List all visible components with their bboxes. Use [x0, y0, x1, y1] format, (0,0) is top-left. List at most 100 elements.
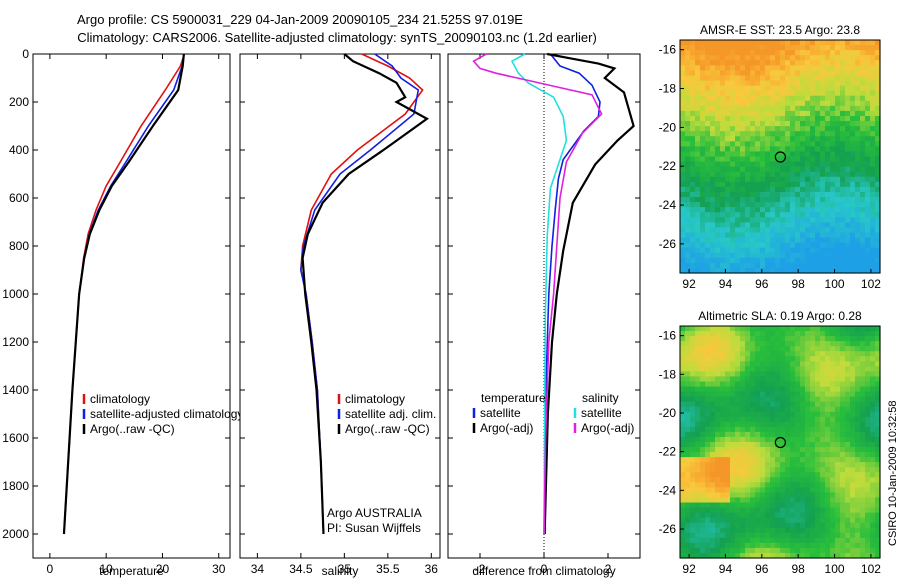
map-cell	[795, 222, 801, 229]
map-cell	[700, 262, 706, 269]
map-cell	[745, 75, 751, 82]
map-cell	[870, 452, 876, 458]
map-cell	[855, 426, 861, 433]
map-cell	[845, 356, 851, 362]
map-cell	[785, 70, 791, 77]
map-cell	[760, 181, 766, 188]
map-cell	[805, 492, 811, 499]
map-cell	[685, 105, 691, 112]
map-cell	[755, 85, 761, 92]
map-cell	[715, 512, 721, 519]
map-cell	[875, 60, 881, 66]
map-cell	[680, 80, 686, 87]
map-cell	[790, 472, 796, 478]
map-cell	[845, 45, 851, 51]
map-cell	[765, 336, 771, 342]
map-cell	[695, 381, 701, 388]
map-cell	[695, 552, 701, 559]
map-cell	[875, 457, 881, 463]
map-cell	[790, 517, 796, 524]
map-cell	[795, 331, 801, 337]
map-cell	[695, 45, 701, 51]
map-cell	[860, 191, 866, 198]
map-cell	[795, 257, 801, 264]
map-cell	[790, 512, 796, 519]
map-cell	[835, 197, 841, 203]
map-cell	[695, 452, 701, 458]
map-cell	[840, 426, 846, 433]
map-cell	[695, 202, 701, 208]
map-cell	[735, 242, 741, 249]
map-cell	[795, 191, 801, 198]
map-cell	[800, 75, 806, 82]
map-cell	[735, 141, 741, 147]
map-cell	[830, 361, 836, 367]
map-cell	[815, 416, 821, 423]
map-cell	[830, 452, 836, 458]
map-cell	[745, 151, 751, 158]
map-cell	[810, 166, 816, 173]
map-cell	[825, 336, 831, 342]
map-cell	[835, 151, 841, 158]
map-cell	[865, 171, 871, 178]
map-cell	[875, 222, 881, 229]
map-cell	[695, 351, 701, 357]
map-cell	[870, 237, 876, 244]
map-cell	[785, 197, 791, 203]
map-cell	[685, 232, 691, 239]
map-cell	[835, 126, 841, 132]
map-cell	[780, 467, 786, 473]
map-cell	[825, 391, 831, 398]
map-cell	[700, 191, 706, 198]
map-cell	[760, 146, 766, 153]
map-cell	[725, 267, 731, 274]
map-cell	[840, 472, 846, 478]
map-cell	[780, 426, 786, 433]
map-cell	[775, 537, 781, 544]
map-cell	[715, 401, 721, 408]
map-cell	[735, 477, 741, 483]
map-cell	[780, 75, 786, 82]
map-cell	[710, 431, 716, 438]
map-cell	[825, 371, 831, 378]
map-cell	[780, 156, 786, 163]
map-cell	[695, 492, 701, 499]
map-cell	[800, 242, 806, 249]
map-cell	[730, 467, 736, 473]
map-cell	[720, 136, 726, 142]
map-cell	[685, 482, 691, 488]
map-cell	[755, 487, 761, 494]
map-cell	[860, 217, 866, 223]
map-cell	[710, 406, 716, 413]
map-cell	[700, 131, 706, 137]
map-cell	[690, 197, 696, 203]
map-cell	[845, 346, 851, 352]
map-cell	[705, 452, 711, 458]
map-cell	[815, 426, 821, 433]
map-cell	[825, 232, 831, 239]
map-cell	[810, 341, 816, 347]
map-cell	[840, 212, 846, 218]
map-cell	[845, 70, 851, 77]
map-cell	[710, 151, 716, 158]
map-cell	[780, 171, 786, 178]
map-cell	[740, 121, 746, 127]
map-cell	[855, 457, 861, 463]
map-cell	[820, 237, 826, 244]
map-cell	[780, 60, 786, 66]
map-cell	[790, 186, 796, 193]
map-cell	[755, 95, 761, 102]
map-cell	[745, 70, 751, 77]
map-cell	[765, 361, 771, 367]
map-cell	[730, 110, 736, 117]
map-cell	[680, 141, 686, 147]
map-cell	[750, 136, 756, 142]
map-cell	[730, 477, 736, 483]
map-cell	[705, 532, 711, 539]
map-cell	[710, 512, 716, 519]
map-cell	[710, 232, 716, 239]
map-cell	[710, 115, 716, 122]
map-cell	[865, 487, 871, 494]
map-cell	[685, 532, 691, 539]
map-cell	[690, 527, 696, 534]
